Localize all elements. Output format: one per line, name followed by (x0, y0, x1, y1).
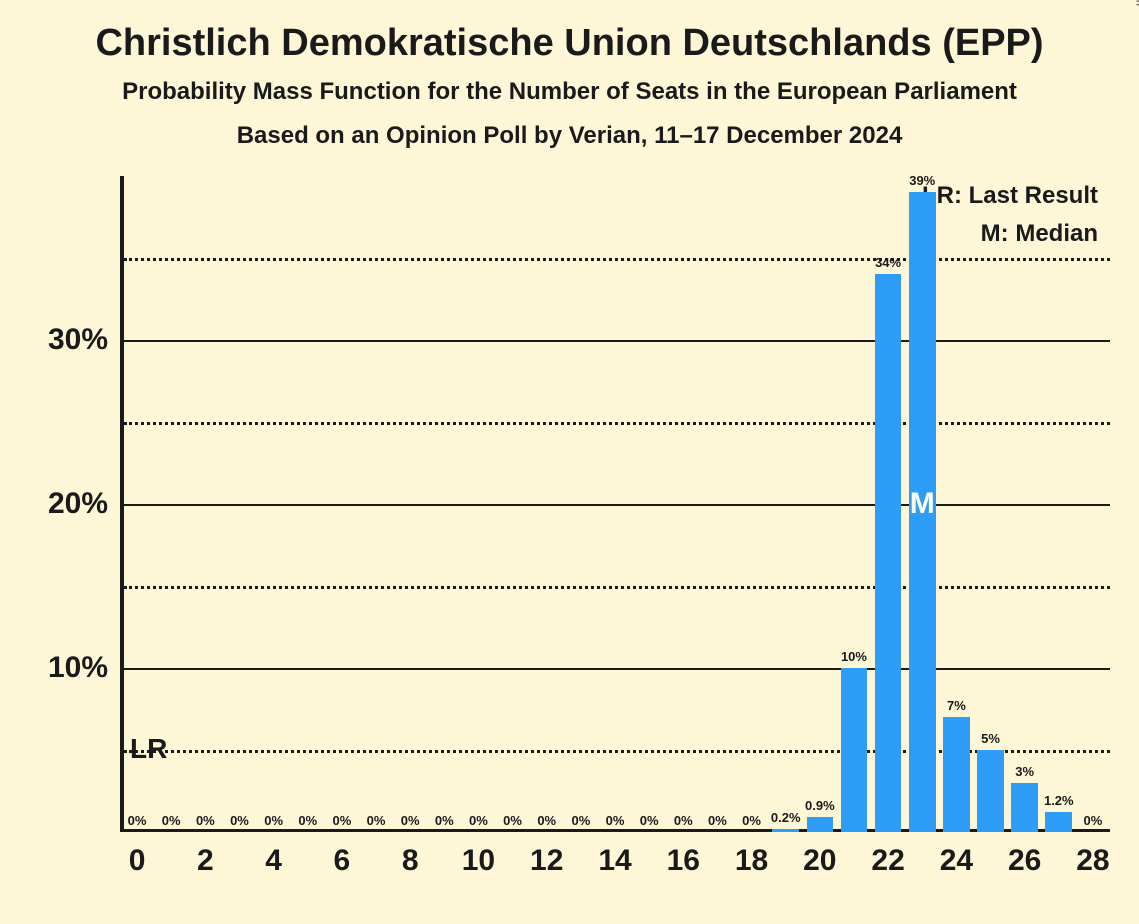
bar-value-label: 3% (1015, 764, 1034, 779)
bar (1045, 812, 1072, 832)
chart-subtitle-2: Based on an Opinion Poll by Verian, 11–1… (0, 122, 1139, 150)
bar-value-label: 0% (264, 813, 283, 828)
gridline-minor (124, 258, 1110, 261)
x-tick-label: 10 (462, 844, 495, 878)
bar-value-label: 0% (332, 813, 351, 828)
bar-value-label: 7% (947, 698, 966, 713)
y-tick-label: 30% (48, 323, 108, 357)
x-tick-label: 14 (598, 844, 631, 878)
x-tick-label: 20 (803, 844, 836, 878)
bar-value-label: 0% (1084, 813, 1103, 828)
x-tick-label: 0 (129, 844, 146, 878)
legend-median: M: Median (981, 220, 1098, 248)
gridline-major (124, 668, 1110, 670)
x-tick-label: 8 (402, 844, 419, 878)
plot-area: LR: Last Result M: Median 10%20%30%02468… (120, 176, 1110, 832)
last-result-marker: LR (130, 733, 167, 765)
bar (772, 829, 799, 832)
bar-value-label: 34% (875, 255, 901, 270)
bar-value-label: 0% (367, 813, 386, 828)
gridline-major (124, 340, 1110, 342)
chart-title: Christlich Demokratische Union Deutschla… (0, 22, 1139, 65)
bar-value-label: 0% (298, 813, 317, 828)
bar-value-label: 5% (981, 731, 1000, 746)
bar-value-label: 39% (909, 173, 935, 188)
bar-value-label: 0% (674, 813, 693, 828)
bar (943, 717, 970, 832)
x-tick-label: 12 (530, 844, 563, 878)
x-tick-label: 6 (334, 844, 351, 878)
bar (875, 274, 902, 832)
bar-value-label: 0% (196, 813, 215, 828)
x-tick-label: 28 (1076, 844, 1109, 878)
bar-value-label: 0% (742, 813, 761, 828)
x-tick-label: 4 (265, 844, 282, 878)
gridline-minor (124, 422, 1110, 425)
gridline-major (124, 504, 1110, 506)
bar-value-label: 0% (230, 813, 249, 828)
bar (841, 668, 868, 832)
bar-value-label: 0% (503, 813, 522, 828)
x-tick-label: 26 (1008, 844, 1041, 878)
x-tick-label: 18 (735, 844, 768, 878)
bar-value-label: 0% (640, 813, 659, 828)
y-tick-label: 20% (48, 487, 108, 521)
x-tick-label: 24 (940, 844, 973, 878)
bar-value-label: 0% (401, 813, 420, 828)
x-tick-label: 22 (871, 844, 904, 878)
bar (1011, 783, 1038, 832)
x-tick-label: 2 (197, 844, 214, 878)
bar (977, 750, 1004, 832)
bar-value-label: 0% (469, 813, 488, 828)
bar-value-label: 0% (128, 813, 147, 828)
chart-subtitle-1: Probability Mass Function for the Number… (0, 78, 1139, 106)
bar-value-label: 0% (435, 813, 454, 828)
bar-value-label: 0% (162, 813, 181, 828)
legend-last-result: LR: Last Result (922, 182, 1098, 210)
bar-value-label: 10% (841, 649, 867, 664)
y-tick-label: 10% (48, 651, 108, 685)
bar-value-label: 0% (571, 813, 590, 828)
gridline-minor (124, 586, 1110, 589)
bar-value-label: 1.2% (1044, 793, 1074, 808)
bar-value-label: 0.9% (805, 798, 835, 813)
bar-value-label: 0% (537, 813, 556, 828)
median-marker: M (910, 487, 935, 521)
bar-value-label: 0% (708, 813, 727, 828)
copyright-text: © 2024 Filip van Laenen (1133, 0, 1139, 6)
bar-value-label: 0.2% (771, 810, 801, 825)
bar-value-label: 0% (606, 813, 625, 828)
bar (807, 817, 834, 832)
x-tick-label: 16 (667, 844, 700, 878)
